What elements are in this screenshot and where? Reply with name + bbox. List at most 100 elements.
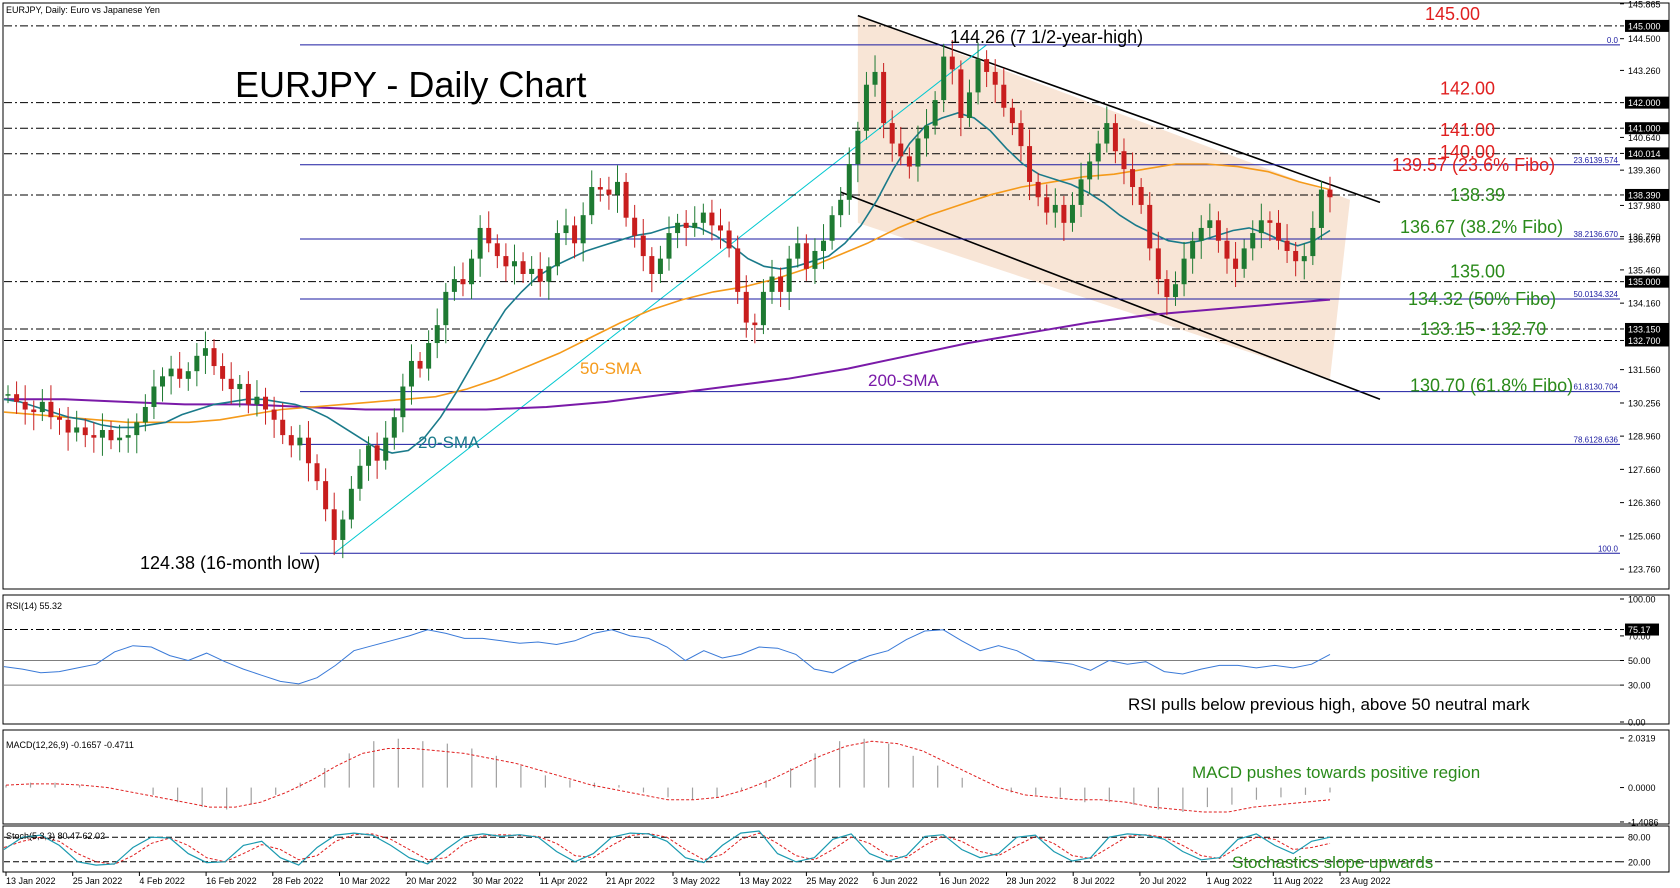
candle-body — [331, 509, 337, 540]
candle-body — [1155, 248, 1161, 280]
price-axis-highlight — [1625, 188, 1669, 201]
candle-body — [760, 291, 766, 326]
price-axis-label: 134.160 — [1628, 299, 1661, 309]
time-axis-label: 20 Jul 2022 — [1140, 876, 1187, 886]
candle-body — [537, 268, 543, 282]
price-axis-highlight — [1625, 322, 1669, 335]
candle-body — [520, 261, 526, 274]
sub-axis-label: 2.0319 — [1628, 733, 1656, 743]
candle-body — [125, 435, 131, 438]
candle-body — [271, 409, 277, 420]
candle-body — [1104, 123, 1110, 144]
candle-body — [1207, 220, 1213, 228]
candle-body — [99, 429, 105, 438]
price-axis-label: 135.000 — [1628, 277, 1661, 287]
candle-body — [1035, 181, 1041, 198]
price-axis-label: 138.390 — [1628, 190, 1661, 200]
time-axis-label: 30 Mar 2022 — [473, 876, 524, 886]
stoch-annotation: Stochastics slope upwards — [1232, 853, 1433, 872]
candle-body — [580, 215, 586, 244]
price-axis-label: 140.640 — [1628, 133, 1661, 143]
price-axis-label: 123.760 — [1628, 565, 1661, 575]
candle-body — [39, 401, 45, 413]
price-axis-label: 143.260 — [1628, 66, 1661, 76]
price-axis-label: 145.000 — [1628, 21, 1661, 31]
candle-body — [769, 276, 775, 292]
price-axis-label: 131.560 — [1628, 365, 1661, 375]
candle-body — [906, 156, 912, 167]
candle-body — [949, 56, 955, 70]
price-axis-highlight — [1625, 122, 1669, 135]
candle-body — [778, 276, 784, 292]
candle-body — [503, 256, 509, 267]
candle-body — [692, 222, 698, 228]
candle-body — [185, 371, 191, 379]
candle-body — [280, 419, 286, 436]
candle-body — [1052, 204, 1058, 213]
candle-body — [5, 394, 11, 396]
time-axis-label: 13 May 2022 — [740, 876, 792, 886]
candle-body — [374, 445, 380, 461]
candle-body — [1078, 179, 1084, 205]
candle-body — [572, 225, 578, 244]
sub-axis-label: 0.00 — [1628, 718, 1646, 728]
candle-body — [529, 268, 535, 274]
candle-body — [91, 435, 97, 438]
candle-body — [1009, 107, 1015, 124]
candle-body — [1241, 248, 1247, 269]
price-level-label: 139.57 (23.6% Fibo) — [1392, 155, 1555, 175]
candle-body — [288, 435, 294, 446]
candle-body — [640, 235, 646, 257]
price-axis-highlight — [1625, 147, 1669, 160]
time-axis-label: 10 Mar 2022 — [340, 876, 391, 886]
time-axis-label: 16 Feb 2022 — [206, 876, 257, 886]
candle-body — [700, 212, 706, 223]
candle-body — [554, 233, 560, 267]
candle-body — [194, 355, 200, 372]
time-axis-label: 11 Aug 2022 — [1273, 876, 1323, 886]
sub-axis-label: 50.00 — [1628, 656, 1651, 666]
price-axis-label: 136.670 — [1628, 234, 1661, 244]
candle-body — [263, 396, 269, 410]
candle-body — [795, 243, 801, 259]
channel-area — [857, 15, 1350, 379]
candle-body — [1224, 240, 1230, 259]
fibo-level-label: 61.8130.704 — [1574, 383, 1619, 392]
candle-body — [14, 394, 20, 402]
low-annotation: 124.38 (16-month low) — [140, 553, 320, 573]
candle-body — [1258, 220, 1264, 234]
macd-annotation: MACD pushes towards positive region — [1192, 763, 1480, 782]
sub-axis-highlight — [1625, 623, 1659, 636]
candle-body — [443, 291, 449, 326]
candle-body — [863, 84, 869, 131]
candle-body — [881, 71, 887, 124]
time-axis-label: 28 Feb 2022 — [273, 876, 324, 886]
price-level-label: 142.00 — [1440, 79, 1495, 99]
candle-body — [1164, 279, 1170, 297]
candle-body — [966, 92, 972, 118]
high-annotation: 144.26 (7 1/2-year-high) — [950, 27, 1143, 47]
candle-body — [1112, 123, 1118, 152]
candle-body — [400, 386, 406, 418]
price-axis-highlight — [1625, 275, 1669, 288]
candle-body — [632, 217, 638, 236]
candle-body — [383, 437, 389, 461]
candle-body — [220, 366, 226, 379]
price-axis-label: 142.000 — [1628, 98, 1661, 108]
candle-body — [134, 422, 140, 436]
time-axis-label: 25 May 2022 — [806, 876, 858, 886]
fibo-level-label: 38.2136.670 — [1574, 230, 1619, 239]
price-level-label: 130.70 (61.8% Fibo) — [1410, 376, 1573, 396]
price-level-label: 135.00 — [1450, 262, 1505, 282]
sub-axis-label: -1.4086 — [1628, 817, 1659, 827]
fibo-level-label: 0.0 — [1607, 36, 1619, 45]
stoch-main-line — [3, 830, 1331, 866]
candle-body — [623, 181, 629, 218]
candle-body — [1001, 84, 1007, 108]
candle-body — [1233, 258, 1239, 269]
candle-body — [160, 376, 166, 387]
sub-axis-label: 100.00 — [1628, 595, 1656, 605]
sub-axis-label: 70.00 — [1628, 631, 1651, 641]
fibo-level-label: 78.6128.636 — [1574, 435, 1619, 444]
candle-body — [649, 256, 655, 274]
